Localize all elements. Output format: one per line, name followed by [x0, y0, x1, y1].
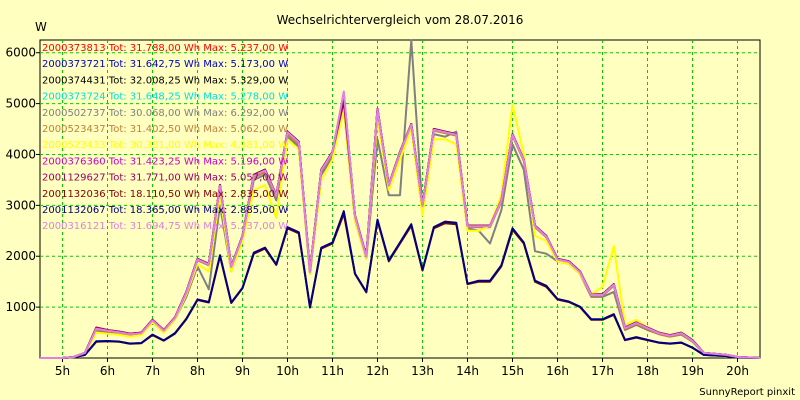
- x-tick-label: 13h: [411, 364, 434, 378]
- legend: 2000373813 Tot: 31.788,00 Wh Max: 5.237,…: [42, 43, 288, 232]
- x-tick-label: 10h: [276, 364, 299, 378]
- chart-title: Wechselrichtervergleich vom 28.07.2016: [277, 13, 524, 27]
- x-tick-label: 8h: [190, 364, 205, 378]
- x-tick-label: 17h: [591, 364, 614, 378]
- legend-entry: 2000316121 Tot: 31.694,75 Wh Max: 5.237,…: [42, 221, 288, 232]
- x-tick-label: 9h: [235, 364, 250, 378]
- legend-entry: 2000523437 Tot: 31.402,50 Wh Max: 5.062,…: [42, 124, 288, 135]
- legend-entry: 2000374431 Tot: 32.008,25 Wh Max: 5.329,…: [42, 75, 288, 86]
- x-tick-label: 18h: [636, 364, 659, 378]
- gridlines: [40, 40, 760, 358]
- y-tick-label: 2000: [5, 249, 36, 263]
- footer-credit: SunnyReport pinxit: [699, 387, 795, 398]
- x-tick-label: 6h: [100, 364, 115, 378]
- legend-entry: 2001132036 Tot: 18.110,50 Wh Max: 2.835,…: [42, 189, 288, 200]
- legend-entry: 2000376360 Tot: 31.423,25 Wh Max: 5.196,…: [42, 156, 288, 167]
- axes: 5h 6h 7h 8h 9h 10h 11h 12h 13h 14h 15h 16h 17h 18h 19h…: [5, 46, 748, 378]
- x-tick-label: 12h: [366, 364, 389, 378]
- legend-entry: 2000373724 Tot: 31.648,25 Wh Max: 5.278,…: [42, 92, 288, 103]
- x-tick-label: 16h: [546, 364, 569, 378]
- legend-entry: 2000502737 Tot: 30.068,00 Wh Max: 6.292,…: [42, 108, 288, 119]
- y-tick-label: 6000: [5, 46, 36, 60]
- legend-entry: 2000373721 Tot: 31.642,75 Wh Max: 5.173,…: [42, 59, 288, 70]
- x-tick-label: 15h: [501, 364, 524, 378]
- x-tick-label: 14h: [456, 364, 479, 378]
- x-tick-label: 7h: [145, 364, 160, 378]
- y-axis-unit-label: W: [35, 20, 47, 34]
- series-line: [40, 210, 761, 359]
- y-tick-label: 1000: [5, 300, 36, 314]
- series-line: [40, 90, 761, 359]
- x-tick-label: 11h: [321, 364, 344, 378]
- x-tick-label: 5h: [55, 364, 70, 378]
- y-tick-label: 3000: [5, 198, 36, 212]
- x-tick-label: 20h: [726, 364, 749, 378]
- x-tick-label: 19h: [681, 364, 704, 378]
- legend-entry: 2001129627 Tot: 31.771,00 Wh Max: 5.057,…: [42, 173, 288, 184]
- y-tick-label: 4000: [5, 147, 36, 161]
- legend-entry: 2000523433 Tot: 30.331,00 Wh Max: 4.981,…: [42, 140, 288, 151]
- series-lines: [40, 39, 761, 359]
- legend-entry: 2001132067 Tot: 18.365,00 Wh Max: 2.885,…: [42, 205, 288, 216]
- legend-entry: 2000373813 Tot: 31.788,00 Wh Max: 5.237,…: [42, 43, 288, 54]
- plot-frame: [39, 39, 761, 359]
- y-tick-label: 5000: [5, 97, 36, 111]
- series-line: [40, 103, 761, 359]
